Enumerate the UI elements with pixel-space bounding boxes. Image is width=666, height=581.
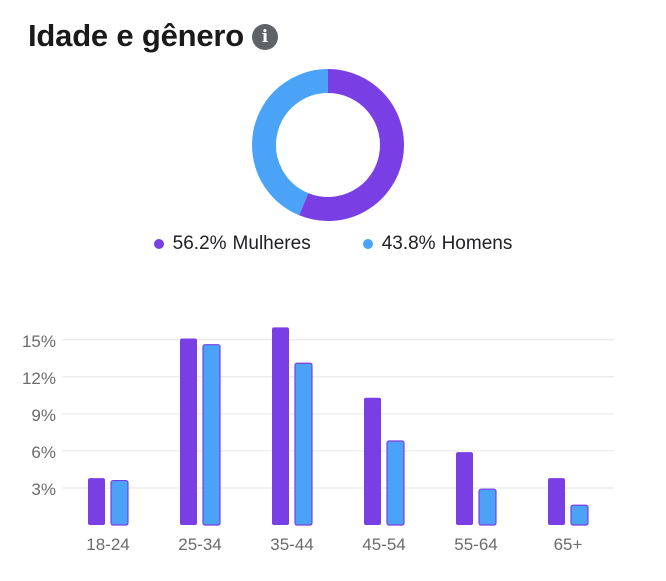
bar-homens-18-24: [110, 479, 129, 526]
gender-donut-chart: [252, 69, 404, 221]
y-tick-label: 3%: [31, 480, 56, 499]
legend-item-women: 56.2% Mulheres: [153, 233, 311, 255]
bar-homens-35-44: [294, 362, 313, 526]
bar-mulheres-18-24: [88, 478, 105, 525]
bar-homens-65+: [570, 504, 589, 526]
donut-slice-mulheres: [299, 69, 404, 221]
y-tick-label: 9%: [31, 406, 56, 425]
legend-dot-women: [153, 239, 164, 249]
legend-men-percent: 43.8%: [381, 233, 436, 254]
y-tick-label: 6%: [31, 443, 56, 462]
bar-mulheres-35-44: [272, 327, 289, 525]
legend-women-percent: 56.2%: [172, 233, 227, 254]
bar-homens-55-64: [478, 488, 497, 526]
info-icon[interactable]: i: [252, 24, 278, 50]
x-tick-label: 35-44: [270, 535, 313, 554]
donut-slice-homens: [252, 69, 329, 216]
legend-item-men: 43.8% Homens: [362, 233, 513, 255]
x-tick-label: 45-54: [362, 535, 405, 554]
x-tick-label: 25-34: [178, 535, 221, 554]
bar-homens-45-54: [386, 440, 405, 526]
bar-mulheres-65+: [548, 478, 565, 525]
bar-mulheres-55-64: [456, 452, 473, 525]
x-tick-label: 18-24: [86, 535, 129, 554]
chart-header: Idade e gênero i: [28, 18, 278, 54]
chart-title: Idade e gênero: [28, 18, 244, 53]
bar-mulheres-45-54: [364, 397, 381, 525]
y-tick-label: 12%: [22, 369, 56, 388]
y-tick-label: 15%: [22, 332, 56, 351]
x-tick-label: 65+: [554, 535, 583, 554]
legend-dot-men: [362, 239, 373, 249]
gender-legend: 56.2% Mulheres 43.8% Homens: [0, 233, 666, 255]
legend-men-label: Homens: [441, 233, 513, 254]
x-tick-label: 55-64: [454, 535, 497, 554]
legend-women-label: Mulheres: [232, 233, 311, 254]
bar-mulheres-25-34: [180, 338, 197, 525]
bar-homens-25-34: [202, 344, 221, 526]
